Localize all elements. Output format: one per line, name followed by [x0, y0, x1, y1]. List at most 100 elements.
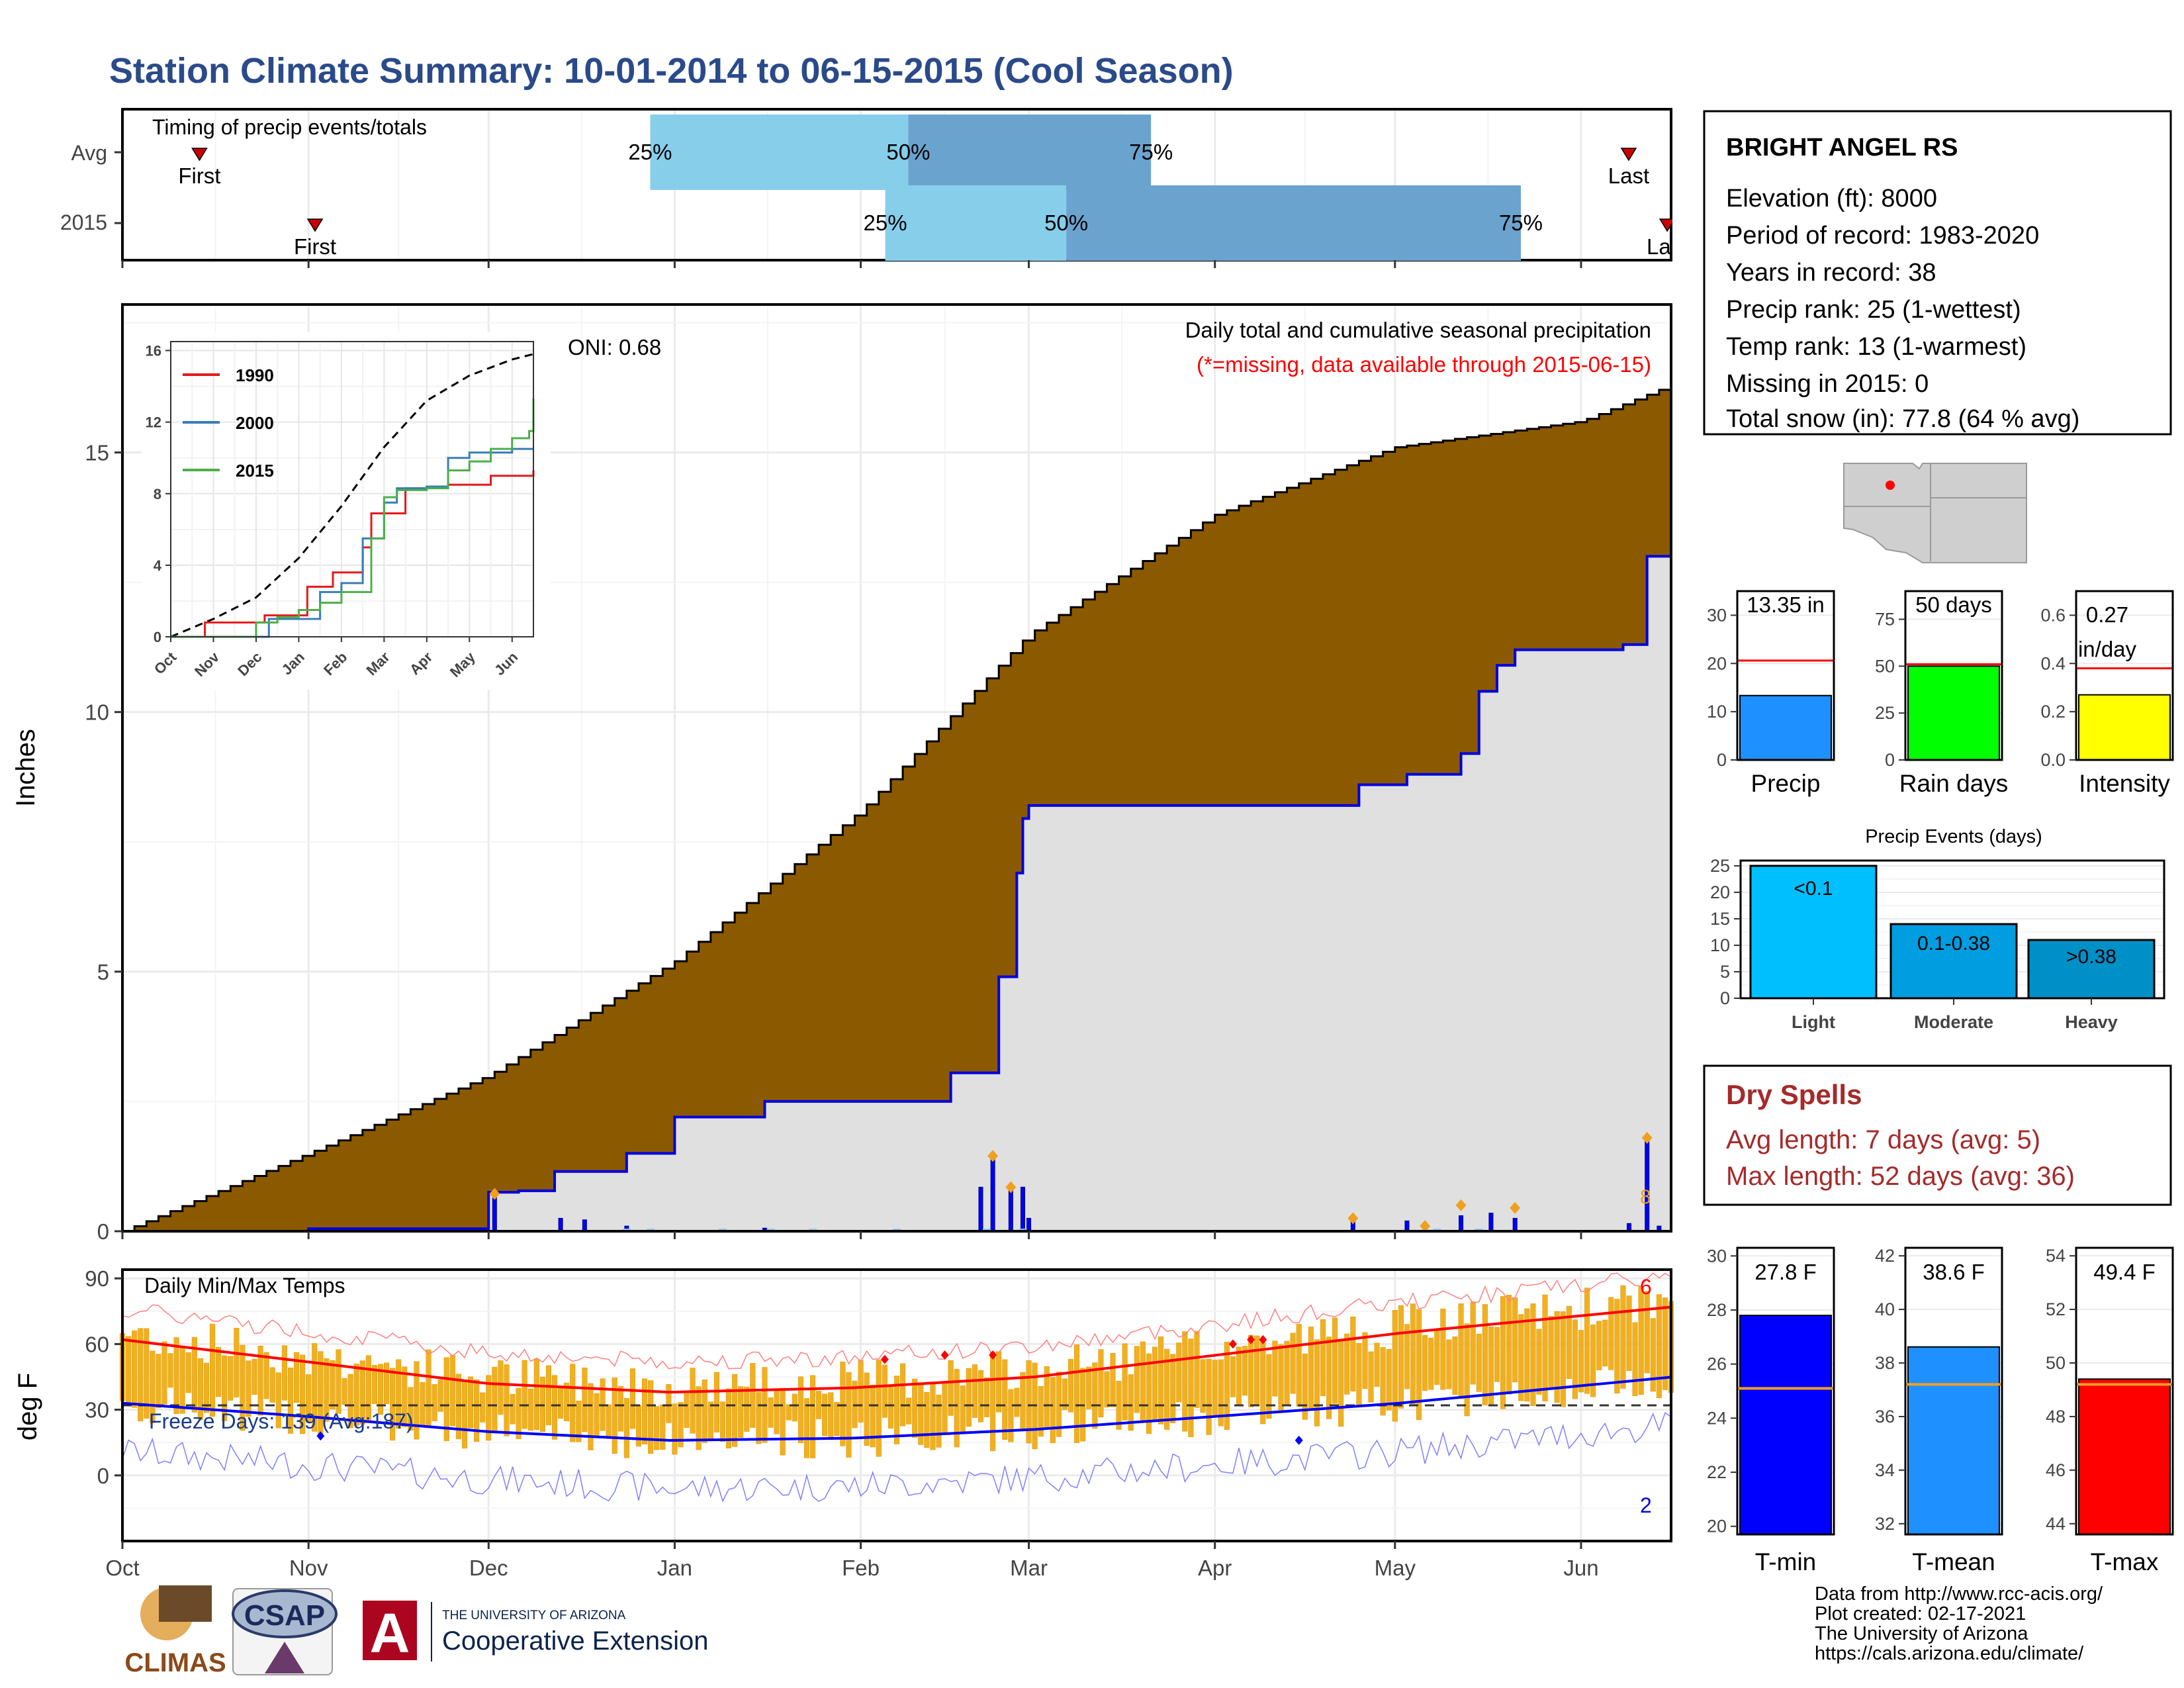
tmax-tick-label: 48	[2046, 1407, 2066, 1427]
inset-grid	[170, 342, 534, 637]
csap-logo[interactable]: CSAP	[232, 1588, 338, 1675]
daily-temp-bar	[1398, 1305, 1404, 1409]
inset-lines	[170, 353, 535, 638]
raindays-frame	[1904, 590, 2003, 761]
daily-temp-bar	[1002, 1359, 1008, 1440]
temp-x-tick-label: May	[1375, 1556, 1416, 1580]
daily-temp-bar	[1248, 1335, 1254, 1407]
tmax-tick-label: 50	[2046, 1353, 2066, 1373]
daily-temp-bar	[461, 1381, 468, 1449]
precip-bar-value: 13.35 in	[1747, 592, 1824, 617]
daily-temp-bar	[1344, 1333, 1350, 1395]
daily-temp-bar	[972, 1364, 978, 1418]
daily-temp-bar	[1104, 1371, 1110, 1408]
inset-background	[142, 332, 551, 690]
daily-precip-bar	[990, 1155, 995, 1232]
daily-temp-bar	[498, 1360, 504, 1415]
daily-temp-bar	[1068, 1358, 1074, 1413]
events-cat-heavy: Heavy	[2065, 1012, 2118, 1032]
daily-temp-bar	[1476, 1334, 1482, 1392]
page-title: Station Climate Summary: 10-01-2014 to 0…	[109, 51, 1234, 91]
raindays-bar-chart: 0 25 50 75	[1875, 590, 2003, 770]
snow-marker-icon	[1420, 1220, 1431, 1233]
daily-temp-bar	[1620, 1285, 1626, 1389]
climas-mark-icon	[159, 1585, 212, 1622]
intensity-bar-unit: in/day	[2078, 637, 2137, 661]
daily-precip-bar	[1512, 1217, 1518, 1232]
daily-temp-bar	[1482, 1304, 1488, 1405]
daily-temp-bar	[347, 1374, 353, 1429]
temp-count-hi: 6	[1640, 1275, 1652, 1299]
daily-temp-bar	[1518, 1314, 1524, 1401]
daily-temp-bar	[203, 1362, 210, 1413]
inset-avg-line	[170, 353, 534, 638]
temp-axis-title: deg F	[13, 1373, 42, 1440]
daily-temp-bar	[1350, 1317, 1356, 1391]
daily-temp-bar	[1206, 1358, 1212, 1435]
temp-panel: 0 30 60 90 Oct Nov Dec Jan Feb Mar Apr May Jun deg F…	[13, 1266, 1674, 1580]
precip-bar-chart: 0 10 20 30	[1707, 590, 1835, 770]
daily-temp-bar	[1098, 1349, 1104, 1417]
station-line: Temp rank: 13 (1-warmest)	[1726, 333, 2026, 361]
daily-temp-bar	[293, 1352, 300, 1403]
daily-temp-bar	[1548, 1316, 1554, 1387]
temp-y-tick-label: 90	[85, 1266, 109, 1291]
ua-a-badge	[363, 1601, 417, 1660]
daily-temp-bar	[1374, 1342, 1380, 1387]
temp-y-tick-label: 0	[97, 1464, 109, 1488]
daily-temp-bar	[269, 1367, 275, 1403]
events-label-moderate: 0.1-0.38	[1917, 933, 1990, 955]
daily-temp-bar	[1308, 1327, 1314, 1411]
daily-temp-bar	[222, 1355, 228, 1421]
ua-cooperative-extension-logo[interactable]: A THE UNIVERSITY OF ARIZONA Cooperative …	[363, 1601, 708, 1664]
daily-temp-bar	[876, 1360, 882, 1457]
daily-temp-bar	[1182, 1331, 1188, 1432]
daily-temp-bar	[1326, 1336, 1332, 1419]
intensity-bar-chart: 0.0 0.2 0.4 0.6	[2040, 590, 2174, 770]
daily-temp-bar	[713, 1372, 719, 1432]
daily-temp-bar	[864, 1372, 870, 1446]
intensity-frame	[2075, 590, 2174, 761]
record-high-marker-icon	[1247, 1335, 1255, 1344]
precip-note: (*=missing, data available through 2015-…	[1197, 352, 1651, 377]
daily-temp-bar	[893, 1376, 900, 1444]
snow-marker-icon	[987, 1150, 999, 1162]
daily-temp-bar	[246, 1360, 251, 1417]
daily-temp-bar	[1320, 1319, 1326, 1397]
temp-x-tick-label: Mar	[1010, 1556, 1048, 1580]
daily-temp-bar	[156, 1354, 161, 1409]
daily-temp-bar	[1638, 1286, 1644, 1395]
tmin-tick-label: 22	[1707, 1462, 1727, 1482]
first-event-marker-icon	[306, 218, 324, 232]
daily-temp-bar	[1584, 1288, 1590, 1394]
dry-spells-avg: Avg length: 7 days (avg: 5)	[1726, 1125, 2040, 1154]
daily-temp-bar	[954, 1369, 960, 1448]
last-event-label: Last	[1608, 164, 1649, 188]
temp-axis: 0 30 60 90 Oct Nov Dec Jan Feb Mar Apr May Jun	[85, 1266, 1598, 1580]
temp-lines	[122, 1272, 1672, 1503]
footer-line: Data from http://www.rcc-acis.org/	[1815, 1583, 2103, 1605]
daily-temp-bar	[924, 1391, 930, 1448]
daily-temp-bar	[173, 1337, 179, 1414]
daily-temp-bar	[353, 1364, 359, 1426]
daily-temp-bar	[882, 1364, 887, 1418]
tmin-frame	[1736, 1246, 1835, 1536]
tmin-tick-label: 28	[1707, 1300, 1727, 1320]
daily-temp-bar	[1662, 1297, 1668, 1390]
tmax-bar	[2078, 1378, 2171, 1536]
climas-logo[interactable]: CLIMAS	[124, 1585, 226, 1677]
daily-temp-bar	[414, 1361, 420, 1440]
daily-temp-bar	[1422, 1335, 1428, 1391]
daily-temp-bar	[702, 1380, 707, 1443]
daily-temp-bar	[551, 1375, 558, 1440]
daily-temp-bar	[1380, 1347, 1386, 1416]
tmax-summary-chart: 44 46 48 50 52 54	[2046, 1246, 2174, 1536]
tmax-value: 49.4 F	[2093, 1260, 2156, 1284]
daily-temp-bar	[1644, 1291, 1650, 1374]
daily-temp-bar	[738, 1386, 744, 1438]
daily-temp-bar	[144, 1328, 150, 1419]
daily-temp-bar	[990, 1351, 996, 1452]
daily-temp-bar	[336, 1349, 341, 1414]
tmax-tick-label: 52	[2046, 1299, 2066, 1319]
